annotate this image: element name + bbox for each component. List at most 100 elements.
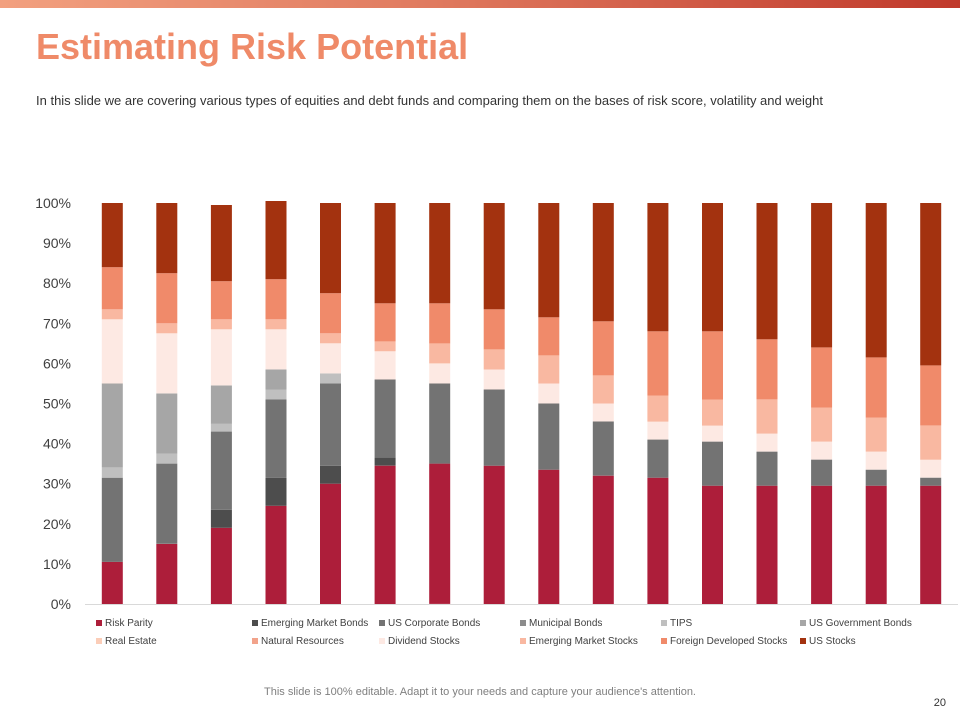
y-tick-label: 30% — [43, 476, 71, 492]
bar-segment-tips — [156, 453, 178, 464]
bar-segment-foreign-developed-stocks — [920, 365, 942, 426]
bar-segment-emerging-market-stocks — [156, 323, 178, 334]
bar-segment-dividend-stocks — [320, 343, 341, 374]
bar-segment-risk-parity — [920, 485, 942, 604]
bar-segment-risk-parity — [429, 463, 451, 604]
bar-segment-dividend-stocks — [265, 329, 287, 370]
legend-label-emerging-market-bonds: Emerging Market Bonds — [261, 618, 368, 629]
y-tick-label: 50% — [43, 396, 71, 412]
bar-segment-dividend-stocks — [702, 425, 723, 442]
legend-swatch-real-estate — [96, 638, 102, 644]
legend-swatch-emerging-market-bonds — [252, 620, 258, 626]
bar-segment-dividend-stocks — [865, 451, 887, 470]
legend-swatch-dividend-stocks — [379, 638, 385, 644]
bar-segment-us-stocks — [811, 203, 833, 348]
legend-swatch-us-government-bonds — [800, 620, 806, 626]
bar-segment-foreign-developed-stocks — [483, 309, 505, 350]
bar-segment-dividend-stocks — [156, 333, 178, 394]
legend-swatch-natural-resources — [252, 638, 258, 644]
bar-segment-us-government-bonds — [265, 369, 287, 390]
bar-segment-foreign-developed-stocks — [756, 339, 778, 400]
bar-segment-emerging-market-bonds — [210, 509, 232, 528]
legend-label-risk-parity: Risk Parity — [105, 618, 153, 629]
bar-segment-us-corporate-bonds — [811, 459, 833, 486]
bar-segment-us-corporate-bonds — [865, 469, 887, 486]
bar-segment-risk-parity — [210, 527, 232, 604]
bar-segment-foreign-developed-stocks — [374, 303, 396, 342]
legend-label-natural-resources: Natural Resources — [261, 636, 344, 647]
bar-segment-us-stocks — [156, 203, 178, 274]
bar-segment-us-corporate-bonds — [265, 399, 287, 478]
bar-segment-emerging-market-stocks — [483, 349, 505, 370]
bar-segment-tips — [265, 389, 287, 400]
bar-segment-emerging-market-stocks — [265, 319, 287, 330]
bar-segment-emerging-market-stocks — [702, 399, 723, 426]
bar-segment-risk-parity — [811, 485, 833, 604]
bar-segment-emerging-market-stocks — [374, 341, 396, 352]
bar-segment-us-stocks — [320, 203, 341, 294]
legend-label-dividend-stocks: Dividend Stocks — [388, 636, 460, 647]
bar-segment-dividend-stocks — [756, 433, 778, 452]
legend-swatch-us-stocks — [800, 638, 806, 644]
y-tick-label: 60% — [43, 355, 71, 371]
bar-segment-dividend-stocks — [101, 319, 123, 384]
bar-segment-us-corporate-bonds — [101, 477, 123, 562]
bar-segment-emerging-market-stocks — [865, 417, 887, 452]
bar-segment-risk-parity — [156, 543, 178, 604]
y-tick-label: 90% — [43, 235, 71, 251]
bar-segment-foreign-developed-stocks — [702, 331, 723, 400]
bar-segment-tips — [101, 467, 123, 478]
stacked-bar-chart: 0% 10% 20% 30% 40% 50% 60% 70% 80% 90% 100% Risk Pa… — [0, 185, 960, 665]
legend-swatch-municipal-bonds — [520, 620, 526, 626]
bar-segment-dividend-stocks — [647, 421, 669, 440]
bar-segment-dividend-stocks — [920, 459, 942, 478]
bar-segment-dividend-stocks — [538, 383, 560, 404]
bar-segment-us-stocks — [210, 205, 232, 282]
legend-label-real-estate: Real Estate — [105, 636, 157, 647]
bar-segment-us-stocks — [265, 201, 287, 280]
bar-segment-risk-parity — [265, 505, 287, 604]
bar-segment-risk-parity — [320, 483, 341, 604]
bar-segment-emerging-market-stocks — [320, 333, 341, 344]
bar-segment-foreign-developed-stocks — [865, 357, 887, 418]
bar-segment-emerging-market-stocks — [811, 407, 833, 442]
bar-segment-emerging-market-stocks — [920, 425, 942, 460]
bar-segment-risk-parity — [538, 469, 560, 604]
bar-segment-dividend-stocks — [374, 351, 396, 380]
bar-segment-risk-parity — [483, 465, 505, 604]
bar-segment-us-corporate-bonds — [429, 383, 451, 464]
legend-label-us-government-bonds: US Government Bonds — [809, 618, 912, 629]
bar-segment-foreign-developed-stocks — [320, 293, 341, 334]
bar-segment-us-corporate-bonds — [756, 451, 778, 486]
legend-label-us-stocks: US Stocks — [809, 636, 856, 647]
bar-segment-emerging-market-stocks — [101, 309, 123, 320]
bar-segment-foreign-developed-stocks — [647, 331, 669, 396]
legend-swatch-risk-parity — [96, 620, 102, 626]
bar-segment-us-corporate-bonds — [920, 477, 942, 486]
y-tick-label: 0% — [51, 596, 71, 612]
legend-swatch-us-corporate-bonds — [379, 620, 385, 626]
legend-label-tips: TIPS — [670, 618, 693, 629]
bar-segment-foreign-developed-stocks — [265, 279, 287, 320]
chart-svg: 0% 10% 20% 30% 40% 50% 60% 70% 80% 90% 100% Risk Pa… — [35, 195, 958, 647]
bar-segment-emerging-market-stocks — [647, 395, 669, 422]
bar-segment-dividend-stocks — [210, 329, 232, 386]
bar-segment-us-corporate-bonds — [374, 379, 396, 458]
bar-segment-foreign-developed-stocks — [210, 281, 232, 320]
bar-segment-tips — [210, 423, 232, 432]
bar-segment-us-government-bonds — [101, 383, 123, 468]
bar-segment-dividend-stocks — [811, 441, 833, 460]
bar-segment-dividend-stocks — [429, 363, 451, 384]
page-title: Estimating Risk Potential — [36, 26, 469, 67]
bar-segment-us-stocks — [865, 203, 887, 358]
bar-segment-us-stocks — [647, 203, 669, 332]
bar-segment-risk-parity — [702, 485, 723, 604]
bar-segment-us-stocks — [702, 203, 723, 332]
bar-segment-us-stocks — [920, 203, 942, 366]
bar-segment-us-stocks — [374, 203, 396, 304]
bar-segment-emerging-market-stocks — [538, 355, 560, 384]
bar-segment-us-corporate-bonds — [702, 441, 723, 486]
legend-label-municipal-bonds: Municipal Bonds — [529, 618, 602, 629]
bar-segment-dividend-stocks — [592, 403, 614, 422]
bar-segment-emerging-market-stocks — [756, 399, 778, 434]
